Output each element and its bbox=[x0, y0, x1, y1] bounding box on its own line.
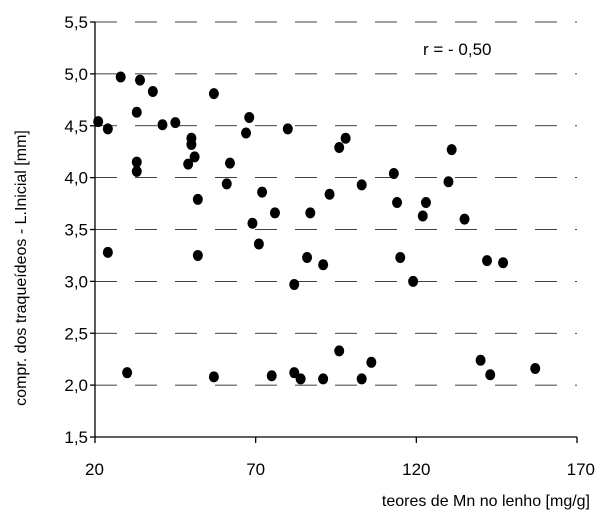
data-point bbox=[157, 119, 168, 131]
x-tick-label: 170 bbox=[567, 460, 595, 479]
y-tick-label: 5,5 bbox=[64, 13, 88, 32]
y-tick-label: 2,5 bbox=[64, 324, 88, 343]
data-point bbox=[334, 142, 345, 154]
data-point bbox=[446, 144, 457, 156]
data-point bbox=[459, 213, 470, 225]
data-point bbox=[221, 178, 232, 190]
data-point bbox=[147, 86, 158, 98]
y-tick-label: 4,0 bbox=[64, 169, 88, 188]
data-point bbox=[115, 71, 126, 83]
x-tick-labels: 20 70 120 170 bbox=[85, 460, 595, 479]
data-points bbox=[93, 71, 541, 385]
data-point bbox=[302, 252, 313, 264]
data-point bbox=[247, 217, 258, 229]
data-point bbox=[305, 207, 316, 219]
data-point bbox=[530, 363, 541, 375]
data-point bbox=[102, 123, 113, 135]
data-point bbox=[183, 158, 194, 170]
y-tick-label: 3,0 bbox=[64, 272, 88, 291]
data-point bbox=[257, 186, 268, 198]
data-point bbox=[192, 249, 203, 261]
data-point bbox=[170, 117, 181, 129]
x-tick-label: 70 bbox=[246, 460, 265, 479]
data-point bbox=[224, 157, 235, 169]
data-point bbox=[131, 106, 142, 118]
y-tick-label: 4,5 bbox=[64, 117, 88, 136]
data-point bbox=[392, 197, 403, 209]
data-point bbox=[192, 193, 203, 205]
data-point bbox=[253, 238, 264, 250]
data-point bbox=[340, 132, 351, 144]
data-point bbox=[366, 356, 377, 368]
data-point bbox=[420, 197, 431, 209]
data-point bbox=[241, 127, 252, 139]
data-point bbox=[244, 111, 255, 123]
data-point bbox=[417, 210, 428, 222]
tick-marks bbox=[90, 21, 578, 443]
data-point bbox=[295, 373, 306, 385]
data-point bbox=[208, 371, 219, 383]
data-point bbox=[318, 373, 329, 385]
data-point bbox=[324, 188, 335, 200]
data-point bbox=[134, 74, 145, 86]
x-tick-label: 120 bbox=[402, 460, 430, 479]
data-point bbox=[122, 367, 133, 379]
data-point bbox=[269, 207, 280, 219]
x-tick-label: 20 bbox=[85, 460, 104, 479]
y-tick-label: 5,0 bbox=[64, 65, 88, 84]
y-tick-label: 2,0 bbox=[64, 376, 88, 395]
data-point bbox=[356, 179, 367, 191]
data-point bbox=[443, 176, 454, 188]
data-point bbox=[356, 373, 367, 385]
data-point bbox=[208, 88, 219, 100]
data-point bbox=[388, 167, 399, 179]
data-point bbox=[482, 255, 493, 267]
data-point bbox=[189, 151, 200, 163]
data-point bbox=[289, 367, 300, 379]
data-point bbox=[131, 165, 142, 177]
data-point bbox=[102, 246, 113, 258]
data-point bbox=[475, 354, 486, 366]
y-axis-label: compr. dos traqueídeos - L.Inicial [mm] bbox=[13, 130, 30, 406]
data-point bbox=[498, 257, 509, 269]
data-point bbox=[131, 156, 142, 168]
data-point bbox=[395, 252, 406, 264]
data-point bbox=[318, 259, 329, 271]
data-point bbox=[485, 369, 496, 381]
y-tick-label: 1,5 bbox=[64, 428, 88, 447]
data-point bbox=[93, 116, 104, 128]
data-point bbox=[289, 278, 300, 290]
data-point bbox=[282, 123, 293, 135]
correlation-annotation: r = - 0,50 bbox=[423, 40, 492, 59]
data-point bbox=[266, 370, 277, 382]
gridlines bbox=[95, 21, 577, 386]
data-point bbox=[408, 275, 419, 287]
y-tick-label: 3,5 bbox=[64, 221, 88, 240]
data-point bbox=[186, 138, 197, 150]
x-axis-label: teores de Mn no lenho [mg/g] bbox=[382, 493, 590, 510]
y-tick-labels: 1,5 2,0 2,5 3,0 3,5 4,0 4,5 5,0 5,5 bbox=[64, 13, 88, 447]
data-point bbox=[334, 345, 345, 357]
